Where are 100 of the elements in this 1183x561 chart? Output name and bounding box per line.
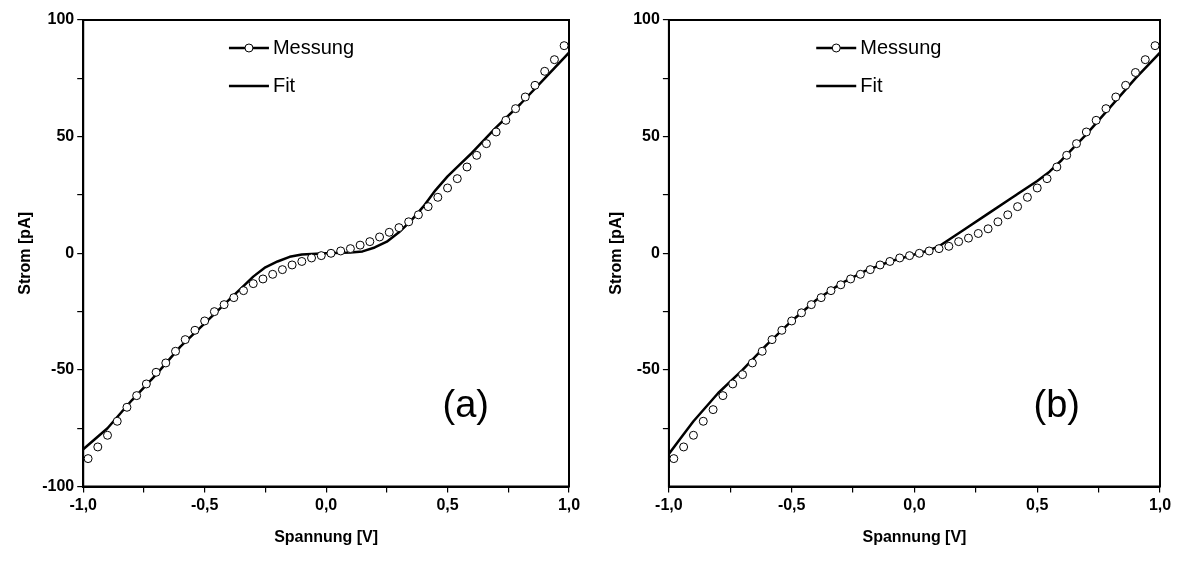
x-tick-label: -1,0 (69, 495, 98, 513)
point (287, 260, 297, 270)
x-tick-label: 1,0 (1148, 495, 1172, 513)
point (905, 251, 915, 261)
point (993, 217, 1003, 227)
annotation: (a) (442, 383, 489, 426)
point (826, 286, 836, 296)
point (963, 233, 973, 243)
point (934, 244, 944, 254)
y-tick-label: 0 (650, 243, 660, 261)
point (708, 405, 718, 415)
point (914, 248, 924, 258)
point (336, 246, 346, 256)
point (511, 104, 521, 114)
point (103, 430, 113, 440)
point (277, 265, 287, 275)
point (326, 248, 336, 258)
point (219, 300, 229, 310)
point (307, 253, 317, 263)
point (404, 217, 414, 227)
y-tick-label: 100 (47, 10, 75, 28)
point (365, 237, 375, 247)
point (1081, 127, 1091, 137)
x-tick-label: 0,5 (1026, 495, 1049, 513)
x-tick-label: -0,5 (190, 495, 219, 513)
y-tick-label: -50 (636, 360, 660, 378)
point (1013, 202, 1023, 212)
point (462, 162, 472, 172)
point (268, 269, 278, 279)
point (423, 202, 433, 212)
point (806, 300, 816, 310)
point (141, 379, 151, 389)
point (83, 454, 93, 464)
x-tick-label: 1,0 (557, 495, 581, 513)
point (375, 232, 385, 242)
point (258, 274, 268, 284)
point (1121, 80, 1131, 90)
point (895, 253, 905, 263)
x-tick-label: -1,0 (655, 495, 683, 513)
point (767, 335, 777, 345)
point (1150, 41, 1160, 51)
point (1140, 55, 1150, 65)
point (747, 358, 757, 368)
x-axis-title: Spannung [V] (862, 527, 967, 545)
point (248, 279, 258, 289)
point (491, 127, 501, 137)
point (316, 251, 326, 261)
point (698, 416, 708, 426)
x-tick-label: 0,5 (436, 495, 459, 513)
point (394, 223, 404, 233)
point (540, 66, 550, 76)
y-tick-label: -50 (51, 360, 75, 378)
point (1062, 150, 1072, 160)
point (865, 265, 875, 275)
point (836, 280, 846, 290)
point (718, 391, 728, 401)
point (413, 210, 423, 220)
point (1072, 139, 1082, 149)
point (239, 286, 249, 296)
point (180, 335, 190, 345)
legend-label: Messung (860, 35, 942, 58)
point (530, 80, 540, 90)
annotation: (b) (1033, 383, 1080, 426)
point (1052, 162, 1062, 172)
point (796, 308, 806, 318)
legend-label: Messung (272, 35, 355, 58)
point (384, 227, 394, 237)
point (161, 358, 171, 368)
point (983, 224, 993, 234)
point (973, 228, 983, 238)
point (1003, 210, 1013, 220)
point (1022, 192, 1032, 202)
y-axis-title: Strom [pA] (607, 211, 625, 295)
point (132, 391, 142, 401)
y-tick-label: 0 (65, 243, 75, 261)
legend-label: Fit (272, 73, 296, 96)
point (738, 370, 748, 380)
point (93, 442, 103, 452)
point (1111, 92, 1121, 102)
point (1130, 67, 1140, 77)
point (1042, 174, 1052, 184)
point (345, 244, 355, 254)
point (855, 269, 865, 279)
point (200, 316, 210, 326)
point (757, 346, 767, 356)
point (559, 41, 569, 51)
point (520, 92, 530, 102)
point (501, 115, 511, 125)
point (846, 274, 856, 284)
point (452, 174, 462, 184)
point (151, 367, 161, 377)
point (443, 183, 453, 193)
point (171, 346, 181, 356)
point (481, 139, 491, 149)
point (355, 240, 365, 250)
y-tick-label: -100 (42, 477, 75, 495)
point (1091, 115, 1101, 125)
x-tick-label: -0,5 (777, 495, 806, 513)
point (229, 293, 239, 303)
point (777, 325, 787, 335)
